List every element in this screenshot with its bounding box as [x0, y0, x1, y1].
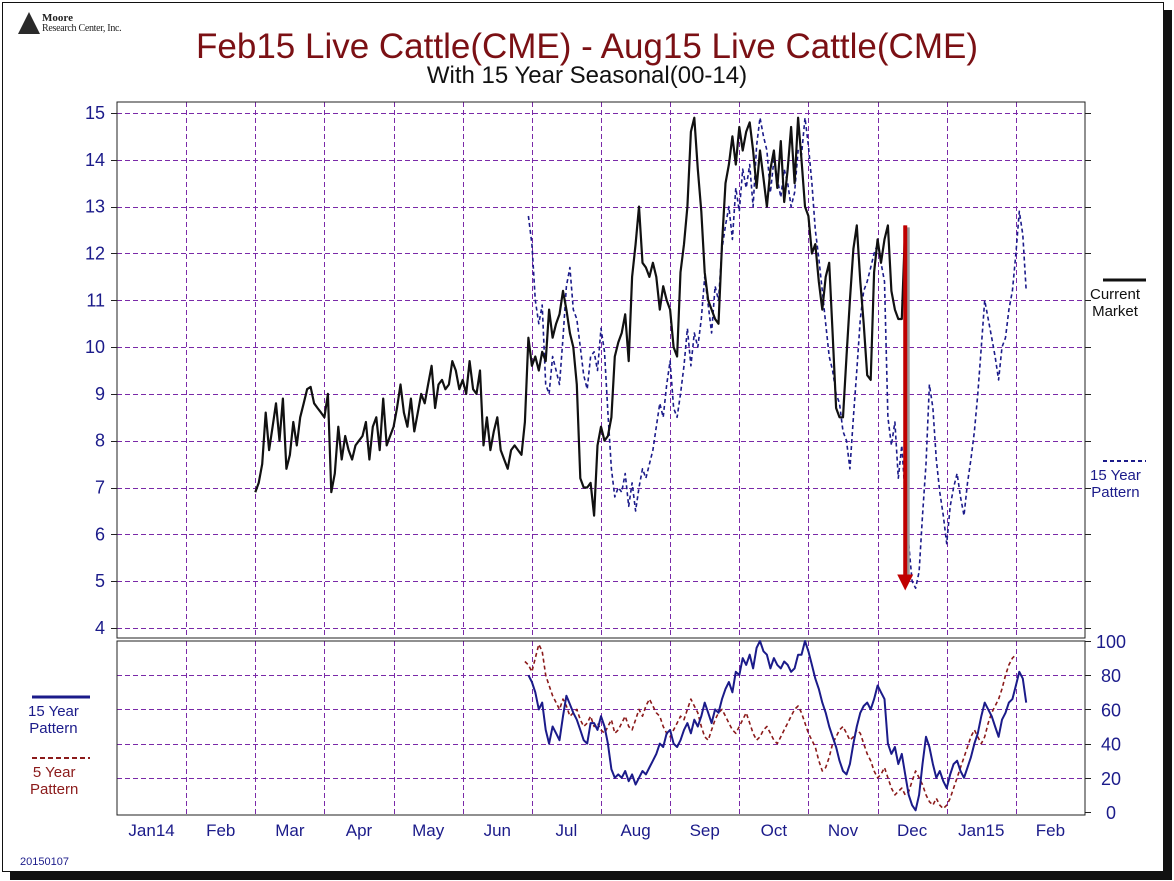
- legend-lower-15yr: 15 Year Pattern: [28, 703, 79, 737]
- legend-current-line2: Market: [1092, 303, 1138, 320]
- logo-mark-icon: [18, 12, 40, 34]
- x-month-label: Nov: [828, 821, 859, 840]
- upper-y-tick-label: 15: [85, 103, 105, 123]
- legend-lower-15yr-line2: Pattern: [29, 720, 78, 737]
- legend-current-line1: Current: [1090, 286, 1141, 303]
- series-5yr-pattern-line: [524, 643, 1017, 810]
- x-month-label: May: [412, 821, 445, 840]
- x-month-label: Jul: [556, 821, 578, 840]
- x-month-label: Mar: [275, 821, 305, 840]
- lower-y-tick-label: 60: [1101, 700, 1121, 720]
- upper-y-tick-label: 7: [95, 478, 105, 498]
- legend-lower-5yr-line1: 5 Year: [32, 764, 76, 781]
- legend-15yr-line1: 15 Year: [1090, 467, 1141, 484]
- chart-frame: [2, 2, 1164, 872]
- chart-title: Feb15 Live Cattle(CME) - Aug15 Live Catt…: [196, 27, 978, 66]
- lower-y-tick-label: 0: [1106, 803, 1116, 823]
- upper-y-tick-label: 4: [95, 618, 105, 638]
- logo-line2: Research Center, Inc.: [42, 23, 122, 34]
- lower-y-tick-label: 100: [1096, 632, 1126, 652]
- upper-y-tick-label: 14: [85, 150, 105, 170]
- x-month-label: Oct: [761, 821, 788, 840]
- down-arrow-head: [897, 574, 914, 591]
- legend-lower-5yr-line2: Pattern: [30, 781, 79, 798]
- lower-y-tick-label: 20: [1101, 769, 1121, 789]
- upper-y-tick-label: 11: [86, 290, 105, 310]
- x-month-label: Aug: [620, 821, 650, 840]
- x-month-label: Jan15: [958, 821, 1004, 840]
- x-month-label: Apr: [346, 821, 373, 840]
- x-month-label: Dec: [897, 821, 928, 840]
- lower-y-tick-label: 80: [1101, 666, 1121, 686]
- legend-current-market: Current Market: [1090, 286, 1140, 320]
- upper-y-tick-label: 13: [85, 197, 105, 217]
- upper-y-tick-label: 12: [85, 243, 105, 263]
- upper-y-tick-label: 8: [95, 431, 105, 451]
- series-lower-15yr-line: [527, 640, 1028, 812]
- upper-y-tick-label: 5: [95, 571, 105, 591]
- x-month-label: Sep: [690, 821, 720, 840]
- chart-subtitle: With 15 Year Seasonal(00-14): [426, 62, 748, 89]
- lower-panel-border: [116, 640, 1086, 816]
- legend-15yr-line2: Pattern: [1091, 484, 1140, 501]
- logo-line1: Moore: [42, 12, 73, 24]
- upper-panel-border: [116, 101, 1086, 639]
- lower-y-tick-label: 40: [1101, 735, 1121, 755]
- date-stamp: 20150107: [20, 856, 69, 868]
- legend-lower-5yr: 5 Year Pattern: [30, 764, 78, 798]
- x-month-label: Feb: [1036, 821, 1065, 840]
- upper-y-tick-label: 9: [95, 384, 105, 404]
- legend-lower-15yr-line1: 15 Year: [28, 703, 79, 720]
- upper-y-tick-label: 10: [85, 337, 105, 357]
- series-current-market-line: [254, 116, 907, 517]
- x-month-label: Jan14: [128, 821, 174, 840]
- upper-y-tick-label: 6: [95, 524, 105, 544]
- x-month-label: Feb: [206, 821, 235, 840]
- x-month-label: Jun: [484, 821, 511, 840]
- legend-15yr-pattern: 15 Year Pattern: [1090, 467, 1141, 501]
